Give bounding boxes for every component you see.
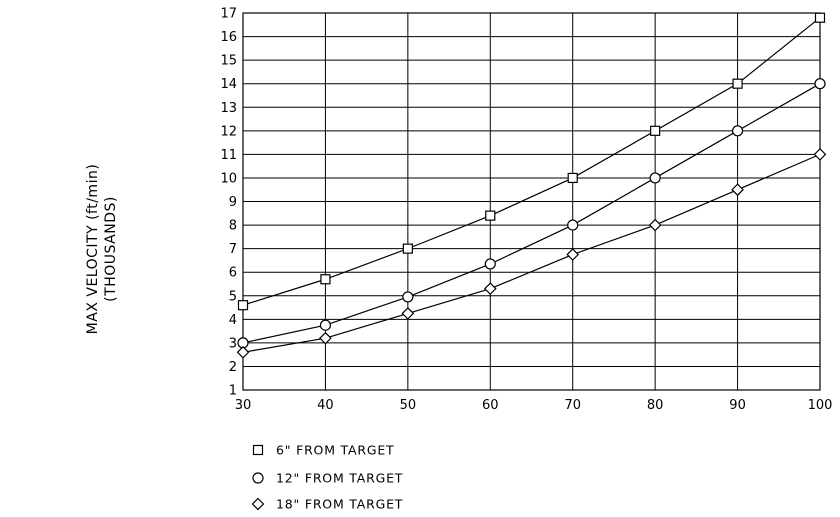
y-tick-label: 6 bbox=[229, 266, 237, 281]
y-tick-label: 15 bbox=[220, 54, 237, 69]
y-tick-label: 10 bbox=[220, 171, 237, 186]
x-tick-label: 90 bbox=[729, 398, 746, 413]
x-tick-label: 70 bbox=[564, 398, 581, 413]
x-tick-label: 80 bbox=[647, 398, 664, 413]
diamond-point bbox=[648, 218, 662, 232]
series-line bbox=[242, 17, 821, 306]
legend-circle-icon bbox=[252, 472, 264, 484]
diamond-point bbox=[236, 345, 250, 359]
plot-frame bbox=[242, 12, 821, 391]
y-axis-label-line1: MAX VELOCITY (ft/min) bbox=[85, 164, 101, 335]
x-tick-labels: 30 40 50 60 70 80 90 100 bbox=[235, 398, 833, 413]
legend-item: 6" FROM TARGET bbox=[252, 443, 394, 458]
series-diamond bbox=[236, 148, 827, 359]
y-tick-label: 13 bbox=[220, 101, 237, 116]
square-point bbox=[732, 78, 743, 89]
circle-point bbox=[649, 172, 661, 184]
legend: 6" FROM TARGET 12" FROM TARGET 18" FROM TA… bbox=[251, 443, 403, 512]
series-lines bbox=[236, 12, 827, 359]
y-tick-label: 11 bbox=[220, 148, 237, 163]
square-point bbox=[650, 125, 661, 136]
x-tick-label: 100 bbox=[808, 398, 833, 413]
circle-point bbox=[814, 78, 826, 90]
diamond-point bbox=[319, 331, 332, 345]
x-tick-label: 60 bbox=[482, 398, 499, 413]
circle-point bbox=[567, 219, 579, 231]
y-axis-label-line2: (THOUSANDS) bbox=[103, 196, 119, 302]
legend-label: 18" FROM TARGET bbox=[276, 497, 403, 512]
legend-item: 12" FROM TARGET bbox=[252, 471, 403, 486]
y-tick-label: 1 bbox=[229, 384, 237, 399]
square-point bbox=[402, 243, 413, 254]
y-axis-label: MAX VELOCITY (ft/min) (THOUSANDS) bbox=[85, 164, 119, 335]
grid bbox=[242, 12, 821, 391]
square-point bbox=[320, 274, 331, 285]
y-tick-label: 16 bbox=[220, 30, 237, 45]
square-point bbox=[237, 300, 249, 311]
y-tick-label: 5 bbox=[229, 289, 237, 304]
square-point bbox=[567, 172, 578, 184]
y-tick-label: 14 bbox=[220, 77, 237, 92]
x-tick-label: 40 bbox=[317, 398, 334, 413]
series-line bbox=[242, 153, 821, 353]
diamond-point bbox=[401, 307, 415, 320]
series-circle bbox=[237, 78, 826, 349]
y-tick-label: 3 bbox=[229, 336, 237, 351]
diamond-point bbox=[483, 282, 497, 296]
y-tick-label: 7 bbox=[229, 242, 237, 257]
legend-diamond-icon bbox=[251, 497, 265, 511]
plot-border bbox=[242, 12, 821, 391]
y-tick-label: 12 bbox=[220, 124, 237, 139]
y-tick-label: 17 bbox=[220, 7, 237, 22]
circle-point bbox=[402, 291, 414, 303]
x-tick-label: 50 bbox=[400, 398, 417, 413]
legend-square-icon bbox=[252, 444, 264, 456]
diamond-point bbox=[813, 148, 827, 161]
circle-point bbox=[319, 319, 332, 331]
y-tick-label: 4 bbox=[229, 313, 237, 328]
legend-item: 18" FROM TARGET bbox=[251, 497, 403, 512]
diamond-point bbox=[566, 248, 580, 261]
x-tick-label: 30 bbox=[235, 398, 252, 413]
legend-label: 12" FROM TARGET bbox=[276, 471, 403, 486]
square-point bbox=[814, 12, 826, 23]
circle-point bbox=[731, 125, 744, 137]
y-tick-label: 8 bbox=[229, 219, 237, 234]
square-point bbox=[485, 210, 496, 221]
circle-point bbox=[484, 258, 496, 270]
series-square bbox=[237, 12, 826, 311]
y-tick-label: 9 bbox=[229, 195, 237, 210]
legend-label: 6" FROM TARGET bbox=[276, 443, 394, 458]
y-tick-label: 2 bbox=[229, 360, 237, 375]
diamond-point bbox=[731, 183, 744, 197]
series-line bbox=[242, 83, 821, 344]
